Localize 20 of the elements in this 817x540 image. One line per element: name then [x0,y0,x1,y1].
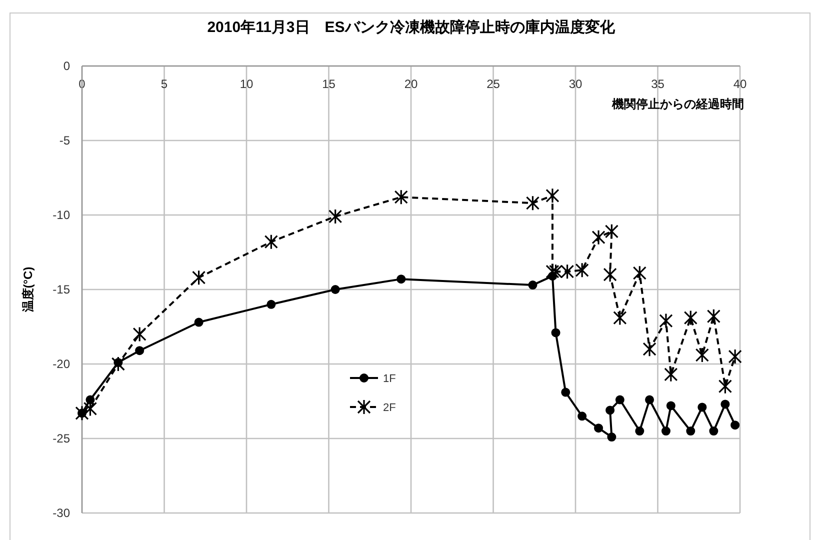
y-tick-label: 0 [63,59,70,73]
y-tick-label: -5 [59,134,70,148]
x-tick-label: 5 [160,77,168,91]
x-tick-label: 35 [651,77,665,91]
x-tick-label: 10 [240,77,254,91]
x-tick-label: 40 [733,77,747,91]
x-axis-title: 機関停止からの経過時間 [611,97,744,111]
x-tick-label: 15 [322,77,336,91]
legend-label: 1F [383,373,396,385]
y-tick-label: -10 [52,208,70,222]
legend-label: 2F [383,402,396,414]
x-tick-label: 30 [568,77,582,91]
x-tick-label: 25 [486,77,500,91]
x-tick-label: 20 [404,77,418,91]
y-axis-title: 温度(°C) [21,266,35,314]
chart-title: 2010年11月3日 ESバンク冷凍機故障停止時の庫内温度変化 [207,18,616,36]
y-tick-label: -20 [52,357,70,371]
y-tick-label: -15 [52,282,70,296]
y-tick-label: -30 [52,506,70,520]
y-tick-label: -25 [52,432,70,446]
